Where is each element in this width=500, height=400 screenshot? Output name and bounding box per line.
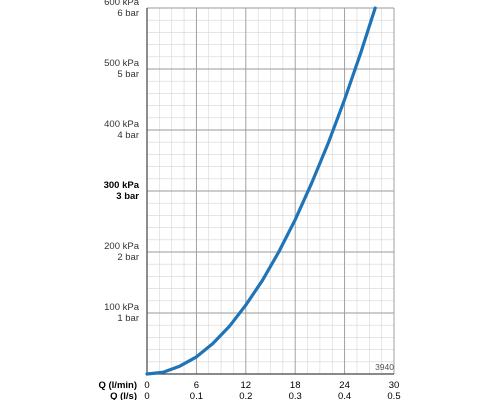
x-tick-label-secondary: 0.2 — [239, 391, 252, 400]
flow-pressure-curve — [145, 6, 377, 376]
y-tick-label-bar: 5 bar — [117, 69, 139, 80]
y-tick-label-bar: 1 bar — [117, 313, 139, 324]
axes — [146, 8, 394, 375]
x-tick-label-primary: 12 — [241, 380, 252, 391]
y-tick-label-bar: 2 bar — [117, 252, 139, 263]
y-tick-label-kpa: 500 kPa — [104, 58, 140, 69]
x-tick-label-secondary: 0.3 — [289, 391, 302, 400]
x-tick-label-primary: 18 — [290, 380, 301, 391]
chart-code-label: 3940 — [375, 362, 394, 372]
y-tick-label-kpa: 200 kPa — [104, 241, 140, 252]
y-tick-label-bar: 4 bar — [117, 130, 139, 141]
x-tick-label-secondary: 0.5 — [387, 391, 400, 400]
x-axis-labels: 00 60.1 120.2 180.3 240.4 300.5 — [144, 380, 400, 400]
x-tick-label-secondary: 0 — [144, 391, 149, 400]
y-tick-label-bar: 3 bar — [116, 191, 139, 202]
y-tick-label-kpa: 300 kPa — [104, 180, 140, 191]
x-tick-label-secondary: 0.1 — [190, 391, 203, 400]
y-tick-label-bar: 6 bar — [117, 8, 139, 19]
y-tick-label-kpa: 100 kPa — [104, 302, 140, 313]
x-tick-label-secondary: 0.4 — [338, 391, 351, 400]
y-tick-label-kpa: 600 kPa — [104, 0, 140, 8]
x-axis-label-secondary: Q (l/s) — [110, 391, 137, 400]
x-tick-label-primary: 0 — [144, 380, 149, 391]
x-tick-label-primary: 30 — [389, 380, 400, 391]
x-axis-label-primary: Q (l/min) — [98, 380, 137, 391]
x-tick-label-primary: 6 — [194, 380, 199, 391]
x-tick-label-primary: 24 — [339, 380, 350, 391]
y-tick-label-kpa: 400 kPa — [104, 119, 140, 130]
